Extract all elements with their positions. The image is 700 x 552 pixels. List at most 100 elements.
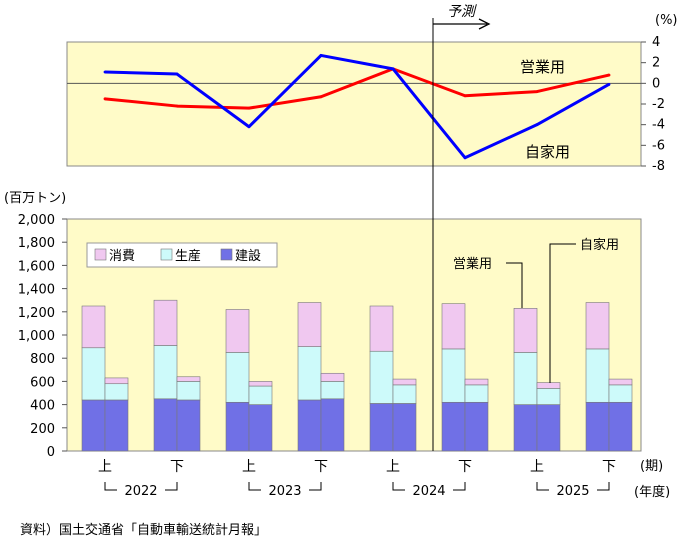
bar-private-consumption: [320, 372, 345, 382]
bar-private-consumption: [608, 378, 633, 386]
line-y-tick-label: -4: [652, 118, 665, 133]
bar-commercial-construction: [225, 401, 250, 452]
bar-y-tick-label: 1,600: [18, 259, 55, 274]
bar-commercial-consumption: [297, 302, 322, 347]
bar-commercial-construction: [81, 399, 106, 452]
x-tick-label-half: 下: [170, 459, 184, 475]
annotation-leader-private: [549, 243, 576, 383]
bar-commercial-consumption: [225, 309, 250, 353]
bar-commercial-production: [369, 350, 394, 404]
private-line-point: [319, 54, 323, 57]
bar-commercial-consumption: [81, 305, 106, 349]
bar-private-construction: [248, 404, 273, 452]
bar-y-ticks: 2,000 1,800 1,600 1,400 1,200 1,000 800 600 400 2…: [18, 213, 67, 460]
bar-private-construction: [176, 399, 201, 452]
bar-private-production: [464, 384, 489, 403]
bar-commercial-construction: [441, 401, 466, 452]
line-unit-label: (%): [655, 13, 678, 28]
forecast-arrow-head: [478, 18, 491, 30]
commercial-line-point: [319, 95, 323, 99]
x-tick-label-half: 上: [530, 459, 544, 475]
x-tick-label-year: 2025: [556, 484, 589, 499]
legend-swatch-construction: [220, 248, 233, 261]
bar-commercial-production: [81, 347, 106, 401]
bar-commercial-consumption: [585, 302, 610, 350]
bar-commercial-construction: [585, 401, 610, 452]
bar-commercial-construction: [297, 399, 322, 452]
annotation-private: 自家用: [580, 237, 619, 253]
annotation-commercial: 営業用: [453, 256, 492, 272]
bar-private-construction: [320, 398, 345, 452]
legend: 消費 生産 建設: [86, 242, 278, 268]
private-line-point: [535, 123, 539, 127]
bar-y-tick-label: 800: [30, 352, 55, 367]
private-line-point: [175, 72, 179, 76]
bar-commercial-production: [153, 345, 178, 400]
bar-commercial-consumption: [441, 303, 466, 350]
private-line-point: [391, 67, 395, 71]
year-bracket-left: [536, 482, 549, 491]
bar-y-tick-label: 1,200: [18, 306, 55, 321]
line-y-tick-label: 0: [652, 76, 660, 91]
line-y-tick-label: -8: [652, 159, 665, 174]
legend-label-construction: 建設: [235, 248, 261, 264]
bar-commercial-construction: [369, 403, 394, 452]
bar-y-tick-label: 400: [30, 399, 55, 414]
bar-private-construction: [464, 401, 489, 452]
x-tick-label-half: 下: [458, 459, 472, 475]
legend-swatch-production: [160, 248, 173, 261]
x-tick-label-year: 2024: [412, 484, 445, 499]
private-line-point: [103, 70, 107, 74]
bar-private-consumption: [248, 381, 273, 387]
source-note: 資料）国土交通省「自動車輸送統計月報」: [20, 523, 268, 538]
annotation-leader-commercial: [506, 262, 523, 308]
bar-private-construction: [392, 403, 417, 452]
x-tick-label-half: 上: [242, 459, 256, 475]
bar-commercial-consumption: [153, 299, 178, 346]
year-bracket-right: [309, 482, 322, 491]
bar-private-production: [176, 381, 201, 401]
x-tick-label-half: 下: [602, 459, 616, 475]
bar-commercial-production: [441, 348, 466, 403]
x-tick-label-half: 下: [314, 459, 328, 475]
year-bracket-right: [597, 482, 610, 491]
line-y-ticks: 4 2 0 -2 -4 -6 -8: [641, 35, 665, 174]
bar-private-construction: [536, 404, 561, 452]
legend-swatch-consumption: [94, 248, 107, 261]
private-line: [104, 53, 610, 160]
legend-label-production: 生産: [175, 248, 201, 264]
bar-y-tick-label: 0: [47, 445, 55, 460]
bar-private-consumption: [176, 376, 201, 382]
bar-y-tick-label: 600: [30, 375, 55, 390]
bar-y-tick-label: 2,000: [18, 213, 55, 228]
line-y-tick-label: -6: [652, 138, 665, 153]
bar-panel: (百万トン) 2,000 1,800 1,600 1,400 1,200 1,000 800…: [4, 191, 670, 500]
commercial-line-point: [247, 106, 251, 110]
bar-private-consumption: [464, 378, 489, 386]
bar-y-tick-label: 1,000: [18, 329, 55, 344]
private-line-point: [463, 156, 467, 160]
private-line-point: [607, 82, 611, 86]
commercial-line-point: [103, 97, 107, 101]
commercial-line-point: [607, 73, 611, 77]
bar-private-production: [392, 384, 417, 404]
series-label-private: 自家用: [525, 143, 570, 161]
legend-box: [86, 242, 278, 268]
bar-annotations: 営業用 自家用: [453, 237, 619, 383]
series-label-commercial: 営業用: [520, 58, 565, 76]
bar-commercial-consumption: [513, 308, 538, 353]
bar-y-tick-label: 1,400: [18, 283, 55, 298]
bar-private-consumption: [392, 378, 417, 386]
year-unit-label: (年度): [634, 484, 670, 500]
x-axis-labels: 上 下 上 下 上 下 上 下 2022 2023 2024 2025: [98, 459, 616, 499]
bar-commercial-construction: [513, 404, 538, 452]
x-tick-label-half: 上: [386, 459, 400, 475]
forecast-marker: 予測: [432, 4, 491, 451]
line-panel: (%) 4 2 0 -2 -4 -6 -8 営業用 自家用: [66, 13, 678, 174]
period-unit-label: (期): [640, 459, 663, 474]
line-y-tick-label: 2: [652, 56, 660, 71]
x-tick-label-year: 2023: [268, 484, 301, 499]
bar-group: [81, 299, 633, 452]
legend-label-consumption: 消費: [109, 249, 135, 264]
